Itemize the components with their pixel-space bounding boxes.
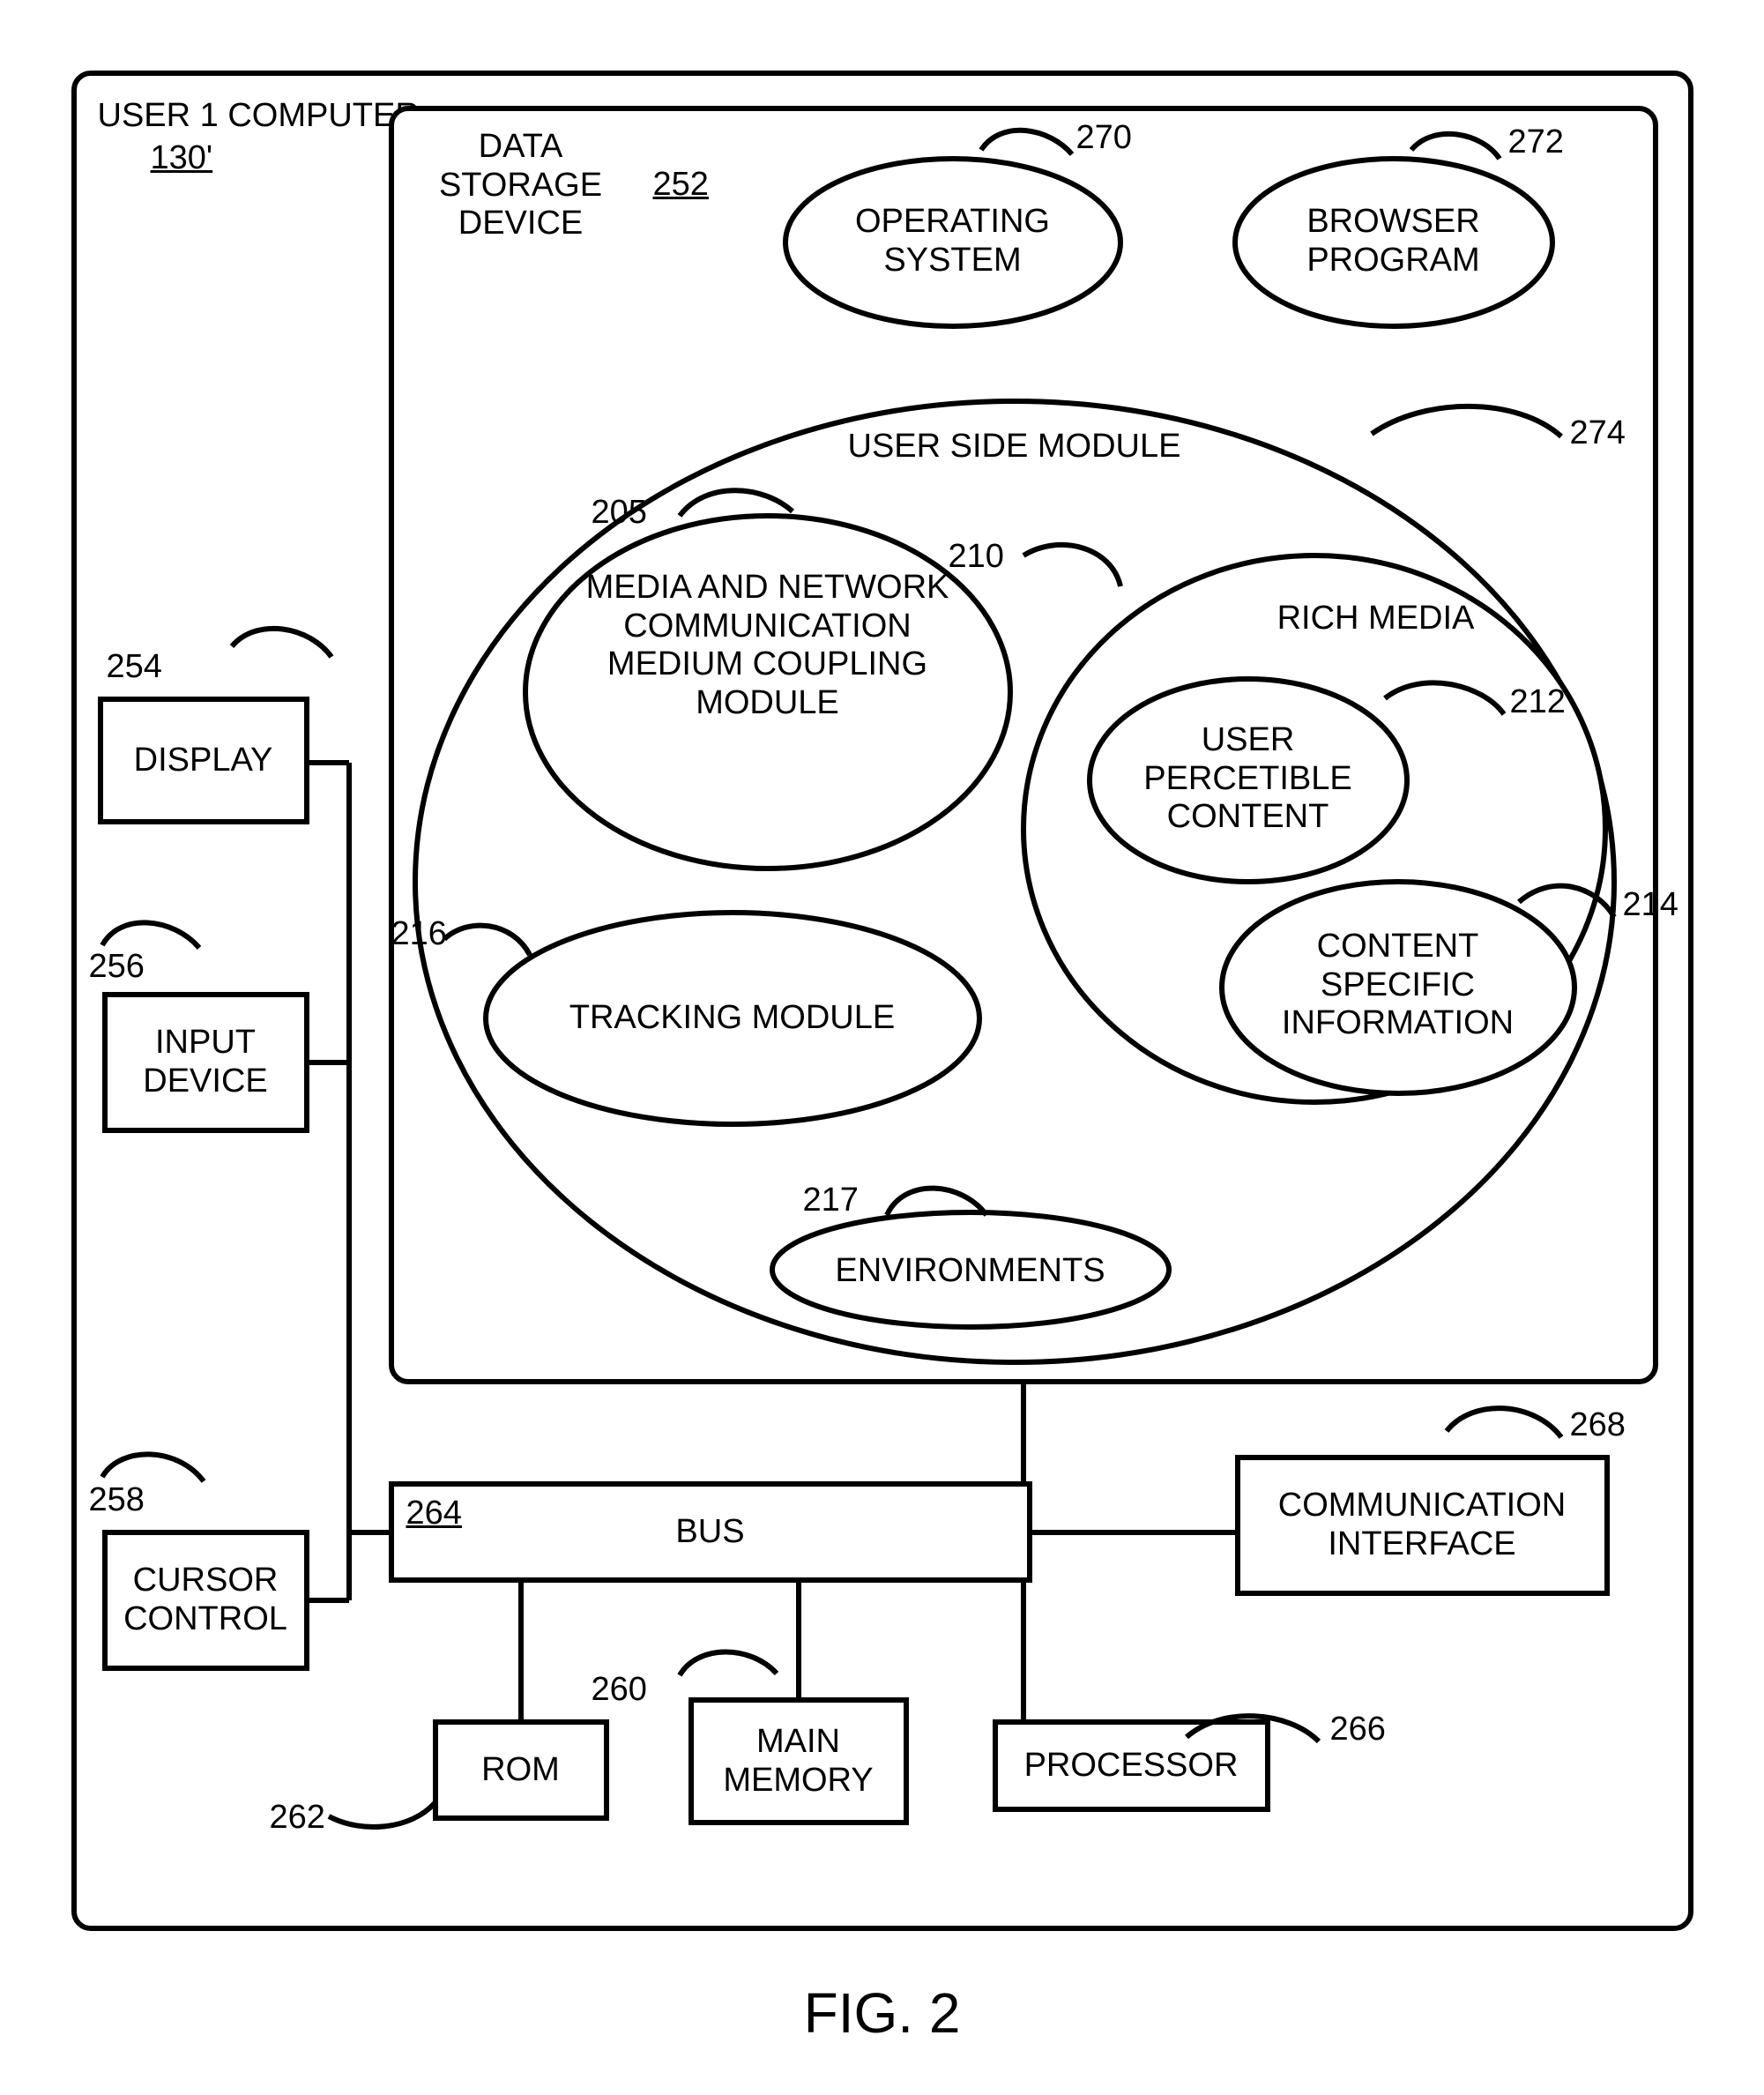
ref-270: 270 (1076, 119, 1132, 158)
cursor-control-box: CURSOR CONTROL (102, 1530, 309, 1671)
bus-label: BUS (675, 1513, 744, 1552)
ref-262: 262 (270, 1799, 325, 1838)
browser-program-label: BROWSER PROGRAM (1253, 203, 1535, 280)
processor-box: PROCESSOR (993, 1719, 1270, 1812)
diagram-canvas: USER 1 COMPUTER 130' DATA STORAGE DEVICE… (36, 35, 1729, 2046)
bus-ref: 264 (406, 1495, 462, 1533)
comm-interface-label: COMMUNICATION INTERFACE (1240, 1487, 1604, 1563)
rom-box: ROM (433, 1719, 609, 1821)
ref-260: 260 (592, 1671, 647, 1710)
display-label: DISPLAY (134, 742, 273, 780)
main-memory-label: MAIN MEMORY (694, 1723, 904, 1800)
operating-system-label: OPERATING SYSTEM (803, 203, 1103, 280)
ref-254: 254 (107, 648, 162, 687)
ref-217: 217 (803, 1182, 859, 1220)
cursor-control-label: CURSOR CONTROL (108, 1562, 304, 1638)
ref-212: 212 (1510, 683, 1566, 722)
user-side-module-label: USER SIDE MODULE (812, 428, 1217, 466)
figure-label: FIG. 2 (36, 1980, 1729, 2046)
ref-256: 256 (89, 948, 145, 987)
environments-label: ENVIRONMENTS (790, 1252, 1151, 1291)
display-box: DISPLAY (98, 697, 309, 824)
processor-label: PROCESSOR (1024, 1747, 1239, 1786)
ref-274: 274 (1570, 414, 1626, 453)
ref-214: 214 (1623, 886, 1678, 925)
main-memory-box: MAIN MEMORY (688, 1697, 909, 1825)
user-perceptible-label: USER PERCETIBLE CONTENT (1107, 721, 1389, 837)
bus-box: BUS (389, 1481, 1032, 1583)
ref-268: 268 (1570, 1406, 1626, 1445)
input-device-box: INPUT DEVICE (102, 992, 309, 1133)
ref-216: 216 (391, 915, 447, 954)
rom-label: ROM (481, 1751, 560, 1790)
comm-interface-box: COMMUNICATION INTERFACE (1235, 1455, 1610, 1596)
ref-266: 266 (1330, 1711, 1386, 1749)
rich-media-label: RICH MEDIA (1253, 600, 1500, 638)
ref-205: 205 (592, 494, 647, 533)
ref-258: 258 (89, 1481, 145, 1520)
input-device-label: INPUT DEVICE (108, 1024, 304, 1100)
ref-210: 210 (949, 538, 1004, 577)
media-coupling-label: MEDIA AND NETWORK COMMUNICATION MEDIUM C… (561, 569, 975, 723)
content-specific-label: CONTENT SPECIFIC INFORMATION (1244, 928, 1552, 1043)
tracking-module-label: TRACKING MODULE (530, 999, 935, 1038)
ref-272: 272 (1508, 123, 1564, 162)
